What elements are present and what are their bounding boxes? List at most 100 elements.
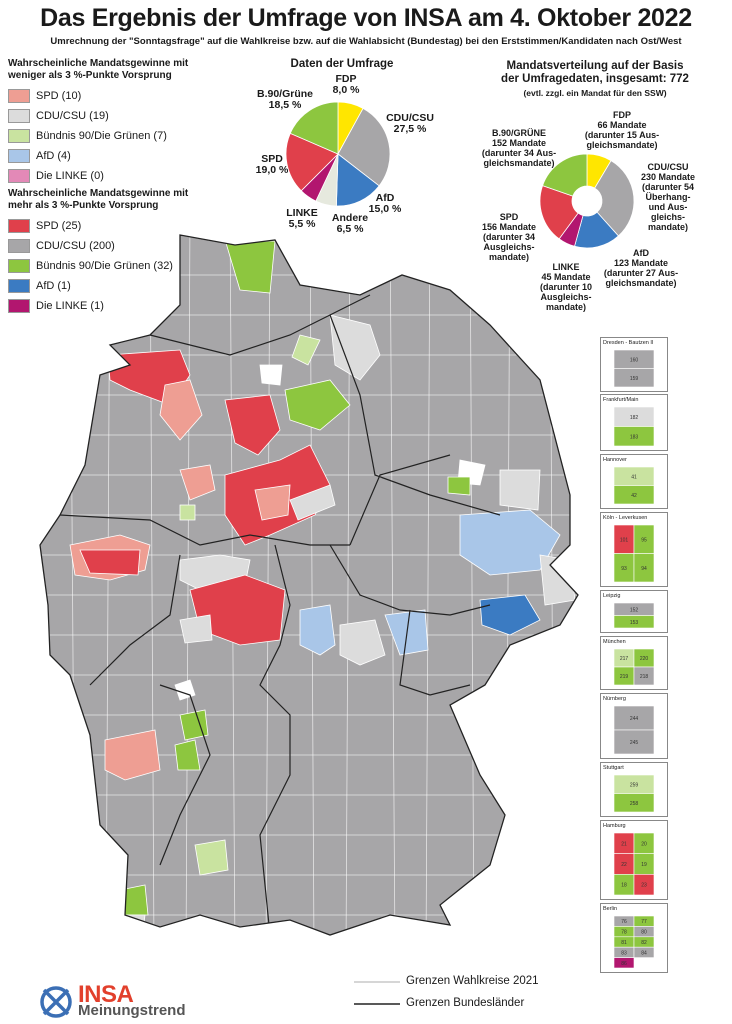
inset-district-number: 217 (620, 656, 629, 662)
inset-4: Leipzig 152 153 (600, 590, 668, 633)
legend-weak-label: AfD (4) (36, 150, 71, 162)
inset-district-number: 82 (641, 940, 647, 946)
inset-district-number: 218 (640, 674, 649, 680)
germany-outline (39, 234, 579, 936)
insa-logo-mark (40, 986, 72, 1018)
legend: Wahrscheinliche Mandatsgewinne mit wenig… (8, 58, 208, 316)
inset-title: Nürnberg (603, 696, 626, 702)
germany-map (39, 234, 579, 936)
legend-strong-swatch (8, 259, 30, 273)
inset-district (633, 874, 655, 896)
legend-strong-label: SPD (25) (36, 220, 82, 232)
legend-heading-weak: Wahrscheinliche Mandatsgewinne mit wenig… (8, 58, 189, 81)
inset-district-number: 77 (641, 919, 647, 925)
inset-9: Berlin 76 77 78 80 81 82 83 84 86 (600, 903, 668, 973)
seat-slice-spd (539, 185, 579, 240)
district-cdu-light-brandenburg (499, 469, 541, 511)
inset-district-number: 21 (621, 841, 627, 847)
inset-title: Hannover (603, 457, 627, 463)
legend-laender: Grenzen Bundesländer (406, 997, 525, 1009)
inset-district-number: 244 (630, 716, 639, 722)
inset-6: Nürnberg 244 245 (600, 693, 668, 759)
legend-strong-swatch (8, 279, 30, 293)
inset-district-number: 20 (641, 841, 647, 847)
inset-district-number: 159 (630, 376, 639, 382)
legend-weak-swatch (8, 109, 30, 123)
inset-district (613, 729, 655, 755)
inset-district-number: 160 (630, 357, 639, 363)
inset-district-number: 80 (641, 930, 647, 936)
district-gruene-heidelberg (179, 709, 209, 741)
inset-district (633, 666, 655, 686)
inset-1: Frankfurt/Main 182 183 (600, 394, 668, 451)
inset-district (633, 553, 655, 583)
inset-district-number: 19 (641, 862, 647, 868)
inset-map: 160 159 (613, 349, 655, 388)
legend-strong-label: AfD (1) (36, 280, 71, 292)
legend-strong-swatch (8, 219, 30, 233)
legend-weak-swatch (8, 169, 30, 183)
inset-district-number: 18 (621, 883, 627, 889)
legend-weak-swatch (8, 149, 30, 163)
inset-district-number: 84 (641, 950, 647, 956)
insa-logo-subtext: Meinungstrend (78, 1002, 186, 1019)
inset-map: 244 245 (613, 705, 655, 755)
inset-title: Frankfurt/Main (603, 397, 639, 403)
legend-weak-list: SPD (10) CDU/CSU (19) Bündnis 90/Die Grüne… (8, 86, 208, 186)
seat-slice-cdu (594, 160, 635, 237)
inset-3: Köln - Leverkusen 101 95 93 94 (600, 512, 668, 587)
inset-district (613, 368, 655, 388)
inset-district-number: 245 (630, 740, 639, 746)
inset-district (613, 957, 635, 969)
legend-weak-item: CDU/CSU (19) (8, 106, 208, 126)
inset-title: Berlin (603, 906, 618, 912)
pie-label-cdu: CDU/CSU 27,5 % (386, 112, 434, 135)
inset-map: 101 95 93 94 (613, 524, 655, 583)
inset-district-number: 86 (621, 961, 627, 967)
district-gruene-light-stuttgart-sued (194, 839, 229, 876)
inset-8: Hamburg 21 20 22 19 18 23 (600, 820, 668, 900)
inset-district-number: 219 (620, 674, 629, 680)
legend-weak-label: Die LINKE (0) (36, 170, 104, 182)
inset-title: Stuttgart (603, 765, 624, 771)
district-gruene-karlsruhe (174, 739, 201, 771)
legend-weak-item: SPD (10) (8, 86, 208, 106)
district-spd-hannover (224, 394, 281, 456)
inset-district-number: 42 (631, 493, 637, 499)
inset-district (613, 485, 655, 505)
district-gruene-lueneburg (284, 379, 351, 431)
inset-district-number: 220 (640, 656, 649, 662)
legend-weak-label: Bündnis 90/Die Grünen (7) (36, 130, 167, 142)
legend-strong-list: SPD (25) CDU/CSU (200) Bündnis 90/Die Grün… (8, 216, 208, 316)
pie-label-fdp: FDP 8,0 % (332, 73, 360, 96)
legend-strong-label: CDU/CSU (200) (36, 240, 115, 252)
page-subtitle: Umrechnung der "Sonntagsfrage" auf die W… (50, 36, 682, 47)
legend-strong-label: Die LINKE (1) (36, 300, 104, 312)
legend-strong-item: Bündnis 90/Die Grünen (32) (8, 256, 208, 276)
legend-weak-item: Die LINKE (0) (8, 166, 208, 186)
district-cdu-light-loerrach (119, 914, 146, 935)
district-spd-light-pfalz (104, 729, 161, 781)
inset-2: Hannover 41 42 (600, 454, 668, 509)
district-spd-ruhr (79, 549, 141, 576)
pie-label-afd: AfD 15,0 % (368, 192, 402, 215)
inset-district-number: 22 (621, 862, 627, 868)
district-gruene-aachen (40, 612, 45, 636)
district-cdu-light-thueringen (339, 619, 386, 666)
inset-district-number: 81 (621, 940, 627, 946)
inset-7: Stuttgart 259 258 (600, 762, 668, 817)
inset-district-number: 259 (630, 782, 639, 788)
seats-label-cdu: CDU/CSU 230 Mandate (darunter 54 Überhang-u… (640, 162, 696, 232)
inset-district-number: 95 (641, 537, 647, 543)
inset-map: 152 153 (613, 602, 655, 629)
district-cdu-light-hessen (179, 614, 213, 644)
legend-strong-label: Bündnis 90/Die Grünen (32) (36, 260, 173, 272)
inset-district-number: 83 (621, 950, 627, 956)
district-afd-light-thueringen (299, 604, 336, 656)
district-spd-light-osnabrueck (179, 464, 216, 501)
inset-district-number: 76 (621, 919, 627, 925)
seats-heading: Mandatsverteilung auf der Basis der Umfra… (501, 60, 689, 85)
legend-strong-item: CDU/CSU (200) (8, 236, 208, 256)
inset-district-number: 93 (621, 566, 627, 572)
inset-title: München (603, 639, 626, 645)
